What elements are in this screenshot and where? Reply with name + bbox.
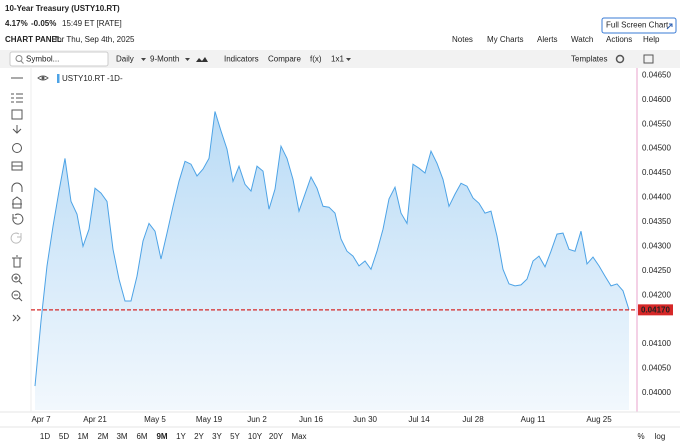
y-tick-label: 0.04550 [642, 119, 671, 128]
range-button[interactable]: Max [291, 432, 306, 441]
y-tick-label: 0.04000 [642, 388, 671, 397]
drawing-tools [10, 77, 24, 322]
y-tick-label: 0.04200 [642, 290, 671, 299]
y-tick-label: 0.04100 [642, 339, 671, 348]
chart-type-icon[interactable] [196, 57, 208, 62]
range-button[interactable]: 5Y [230, 432, 240, 441]
toolbar-item[interactable]: 9-Month [150, 55, 179, 64]
toolbar-item[interactable]: Indicators [224, 55, 259, 64]
range-button[interactable]: 2Y [194, 432, 204, 441]
full-screen-label[interactable]: Full Screen Chart [606, 21, 669, 30]
x-tick-label: May 5 [144, 415, 166, 424]
header-link[interactable]: Alerts [537, 35, 557, 44]
price-change: -0.05% [31, 19, 56, 28]
tool-icon[interactable] [12, 255, 22, 268]
header-link[interactable]: Actions [606, 35, 632, 44]
last-price: 4.17% [5, 19, 28, 28]
y-tick-label: 0.04250 [642, 266, 671, 275]
y-tick-label: 0.04450 [642, 168, 671, 177]
y-tick-label: 0.04350 [642, 217, 671, 226]
x-tick-label: Apr 21 [83, 415, 107, 424]
y-tick-label: 0.04400 [642, 193, 671, 202]
range-button[interactable]: 5D [59, 432, 69, 441]
y-tick-label: 0.04050 [642, 364, 671, 373]
scale-option[interactable]: % [637, 432, 644, 441]
range-button[interactable]: 3Y [212, 432, 222, 441]
header-link[interactable]: Watch [571, 35, 593, 44]
full-screen-button[interactable] [601, 17, 677, 34]
range-button[interactable]: 1M [77, 432, 88, 441]
tool-icon[interactable] [14, 276, 23, 285]
tool-icon[interactable] [11, 290, 21, 300]
search-icon [15, 55, 23, 62]
header-link[interactable]: My Charts [487, 35, 523, 44]
toolbar-item[interactable]: Daily [116, 55, 134, 64]
y-tick-label: 0.04300 [642, 241, 671, 250]
dropdown-arrow [185, 58, 190, 61]
dropdown-arrow [346, 58, 351, 61]
last-value-label: 0.04170 [641, 305, 670, 314]
range-button[interactable]: 1Y [176, 432, 186, 441]
tool-icon[interactable] [12, 196, 22, 209]
x-tick-label: Jul 14 [408, 415, 430, 424]
panel-label: CHART PANEL [5, 35, 62, 44]
header-link[interactable]: Notes [452, 35, 473, 44]
scale-option[interactable]: log [655, 432, 666, 441]
range-button[interactable]: 6M [136, 432, 147, 441]
symbol-box[interactable] [9, 51, 109, 67]
tool-icon[interactable] [12, 143, 22, 153]
page-title: 10-Year Treasury (USTY10.RT) [5, 4, 120, 13]
tool-icon[interactable] [11, 109, 23, 120]
x-tick-label: May 19 [196, 415, 223, 424]
tool-icon[interactable] [14, 294, 23, 302]
tool-icon[interactable] [12, 314, 21, 322]
x-tick-label: Jun 2 [247, 415, 267, 424]
last-value-box [638, 304, 673, 316]
toolbar-bg [0, 50, 680, 68]
x-tick-label: Jul 28 [462, 415, 484, 424]
y-tick-label: 0.04600 [642, 95, 671, 104]
x-tick-label: Jun 16 [299, 415, 324, 424]
range-button[interactable]: 1D [40, 432, 50, 441]
x-tick-label: Aug 11 [521, 415, 546, 424]
y-tick-label: 0.04500 [642, 144, 671, 153]
toolbar-item[interactable]: Compare [268, 55, 301, 64]
symbol-input[interactable]: Symbol... [26, 55, 59, 64]
area-line [34, 111, 630, 387]
quote-time: 15:49 ET [RATE] [62, 19, 122, 28]
area-fill [35, 111, 629, 410]
legend-label: USTY10.RT -1D- [62, 74, 123, 83]
settings-icon[interactable] [615, 54, 625, 64]
range-button[interactable]: 3M [116, 432, 127, 441]
range-button[interactable]: 20Y [269, 432, 284, 441]
x-tick-label: Aug 25 [586, 415, 612, 424]
tool-icon[interactable] [12, 213, 24, 225]
range-button[interactable]: 9M [156, 432, 167, 441]
range-button[interactable]: 2M [97, 432, 108, 441]
y-tick-label: 0.04650 [642, 70, 671, 79]
templates-button[interactable]: Templates [571, 55, 607, 64]
tool-icon[interactable] [11, 182, 23, 192]
expand-icon [666, 23, 673, 30]
tool-icon[interactable] [11, 93, 23, 103]
toolbar-item[interactable]: f(x) [310, 55, 322, 64]
legend-swatch [57, 74, 60, 83]
x-tick-label: Apr 7 [31, 415, 51, 424]
x-tick-label: Jun 30 [353, 415, 378, 424]
tool-icon[interactable] [10, 232, 22, 244]
layout-icon[interactable] [643, 54, 654, 64]
visibility-icon [41, 76, 45, 80]
dropdown-arrow [141, 58, 146, 61]
tool-icon[interactable] [11, 161, 23, 171]
header-link[interactable]: Help [643, 35, 660, 44]
search-icon [20, 60, 24, 64]
tool-icon[interactable] [11, 273, 21, 283]
tool-icon[interactable] [12, 125, 22, 134]
visibility-icon[interactable] [37, 75, 49, 81]
panel-date: for Thu, Sep 4th, 2025 [55, 35, 135, 44]
toolbar-item[interactable]: 1x1 [331, 55, 344, 64]
range-button[interactable]: 10Y [248, 432, 263, 441]
